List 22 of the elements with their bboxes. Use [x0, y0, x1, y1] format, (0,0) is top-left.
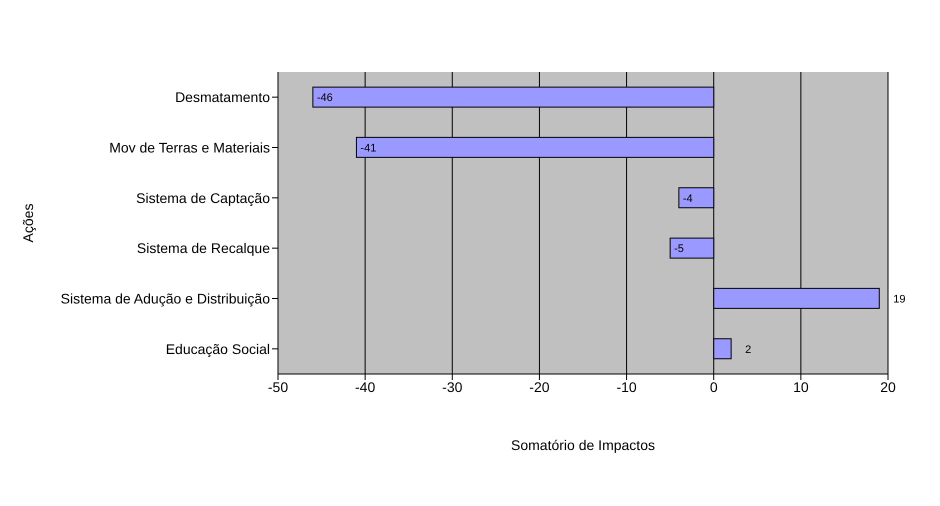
x-tick-label: 20: [880, 378, 896, 395]
data-label: -46: [316, 92, 333, 104]
x-tick-label: -10: [616, 378, 637, 395]
x-tick-label: -30: [442, 378, 463, 395]
x-tick-label: -40: [355, 378, 376, 395]
data-label: -4: [682, 192, 693, 205]
data-label: -41: [360, 142, 376, 154]
x-tick-label: -50: [268, 378, 288, 395]
data-label: -5: [674, 243, 684, 256]
x-tick-label: 10: [793, 378, 809, 395]
y-tick-label: Sistema de Adução e Distribuição: [60, 290, 270, 306]
y-tick-label: Desmatamento: [175, 89, 270, 106]
y-tick-label: Sistema de Recalque: [136, 240, 270, 256]
y-axis-title: Ações: [20, 204, 36, 242]
y-tick-label: Sistema de Captação: [136, 190, 270, 206]
x-axis-title: Somatório de Impactos: [511, 437, 655, 453]
data-label: 19: [893, 293, 906, 306]
x-tick-label: 0: [710, 378, 718, 395]
y-tick-label: Educação Social: [166, 340, 270, 357]
x-tick-label: -20: [529, 378, 550, 395]
data-label: 2: [745, 344, 752, 356]
y-tick-label: Mov de Terras e Materiais: [109, 139, 270, 156]
